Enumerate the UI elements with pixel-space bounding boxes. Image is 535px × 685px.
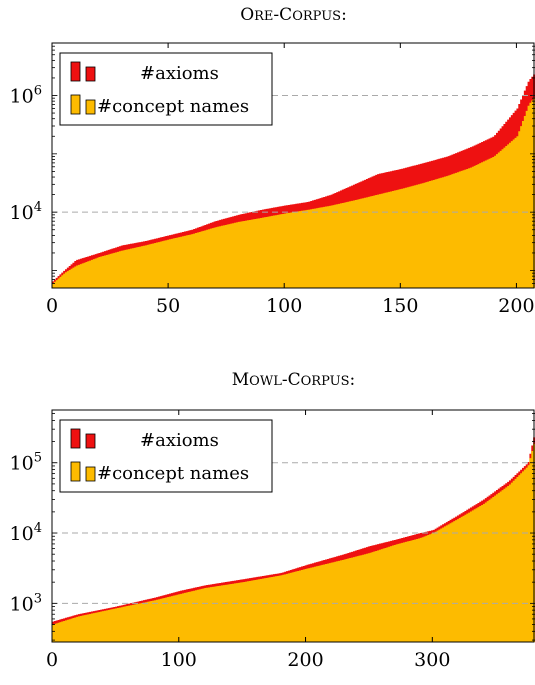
y-tick-base: 10	[10, 523, 34, 545]
chart-title: MOWL-CORPUS:	[232, 370, 355, 390]
title-char: :	[341, 5, 347, 25]
x-tick-label: 200	[287, 649, 323, 671]
y-tick-base: 10	[10, 202, 34, 224]
x-tick-label: 0	[46, 649, 58, 671]
plot-frame	[51, 409, 535, 643]
y-tick-exponent: 3	[34, 591, 42, 606]
title-char: W	[260, 374, 274, 389]
series-area-concept-names	[52, 95, 535, 288]
y-tick-label: 103	[10, 591, 42, 615]
title-char: O	[292, 9, 303, 24]
y-tick-exponent: 4	[34, 521, 42, 536]
y-tick-label: 105	[10, 451, 42, 475]
legend-swatch	[85, 466, 96, 482]
legend-swatch	[85, 99, 96, 115]
chart-panel-1: ORE-CORPUS:0 50 100 150 200106104#axioms#con…	[10, 5, 535, 317]
legend-swatch	[85, 433, 96, 449]
legend-swatch	[70, 428, 81, 449]
title-char: O	[240, 5, 254, 25]
x-tick-label: 300	[414, 649, 450, 671]
chart-title: ORE-CORPUS:	[240, 5, 347, 25]
y-tick-base: 10	[10, 593, 34, 615]
title-char: P	[313, 9, 322, 24]
title-char: S	[341, 374, 350, 389]
series-area-concept-names	[52, 434, 535, 642]
legend-swatch	[70, 461, 81, 482]
title-char: R	[303, 9, 314, 24]
y-tick-label: 104	[10, 521, 42, 545]
y-tick-base: 10	[10, 453, 34, 475]
legend-label: #concept names	[97, 463, 249, 484]
title-char: -	[273, 5, 279, 25]
y-tick-exponent: 6	[34, 84, 42, 99]
chart-panel-2: MOWL-CORPUS:0 100 200 300105104103#axioms#c…	[10, 370, 535, 671]
y-tick-exponent: 5	[34, 451, 42, 466]
legend-box	[59, 52, 273, 126]
title-char: U	[321, 9, 332, 24]
title-char: O	[249, 374, 260, 389]
y-tick-base: 10	[10, 86, 34, 108]
y-tick-label: 104	[10, 200, 42, 224]
x-tick-label: 150	[382, 295, 418, 317]
x-tick-label: 100	[161, 649, 197, 671]
x-tick-label: 200	[498, 295, 534, 317]
title-char: R	[311, 374, 322, 389]
title-char: -	[282, 370, 288, 390]
legend-label: #concept names	[97, 96, 249, 117]
title-char: S	[332, 9, 341, 24]
title-char: P	[321, 374, 330, 389]
y-tick-exponent: 4	[34, 200, 42, 215]
title-char: R	[254, 9, 265, 24]
x-tick-label: 0	[46, 295, 58, 317]
title-char: :	[350, 370, 356, 390]
title-char: E	[264, 9, 274, 24]
plot-frame	[51, 42, 535, 289]
y-tick-label: 106	[10, 84, 42, 108]
title-char: C	[279, 5, 292, 25]
legend-swatch	[70, 61, 81, 82]
x-tick-label: 50	[156, 295, 180, 317]
title-char: C	[288, 370, 301, 390]
legend-label: #axioms	[140, 63, 219, 84]
title-char: L	[273, 374, 282, 389]
title-char: O	[301, 374, 312, 389]
legend-swatch	[85, 66, 96, 82]
x-tick-label: 100	[266, 295, 302, 317]
legend-label: #axioms	[140, 430, 219, 451]
title-char: U	[330, 374, 341, 389]
legend-swatch	[70, 94, 81, 115]
title-char: M	[232, 370, 249, 390]
